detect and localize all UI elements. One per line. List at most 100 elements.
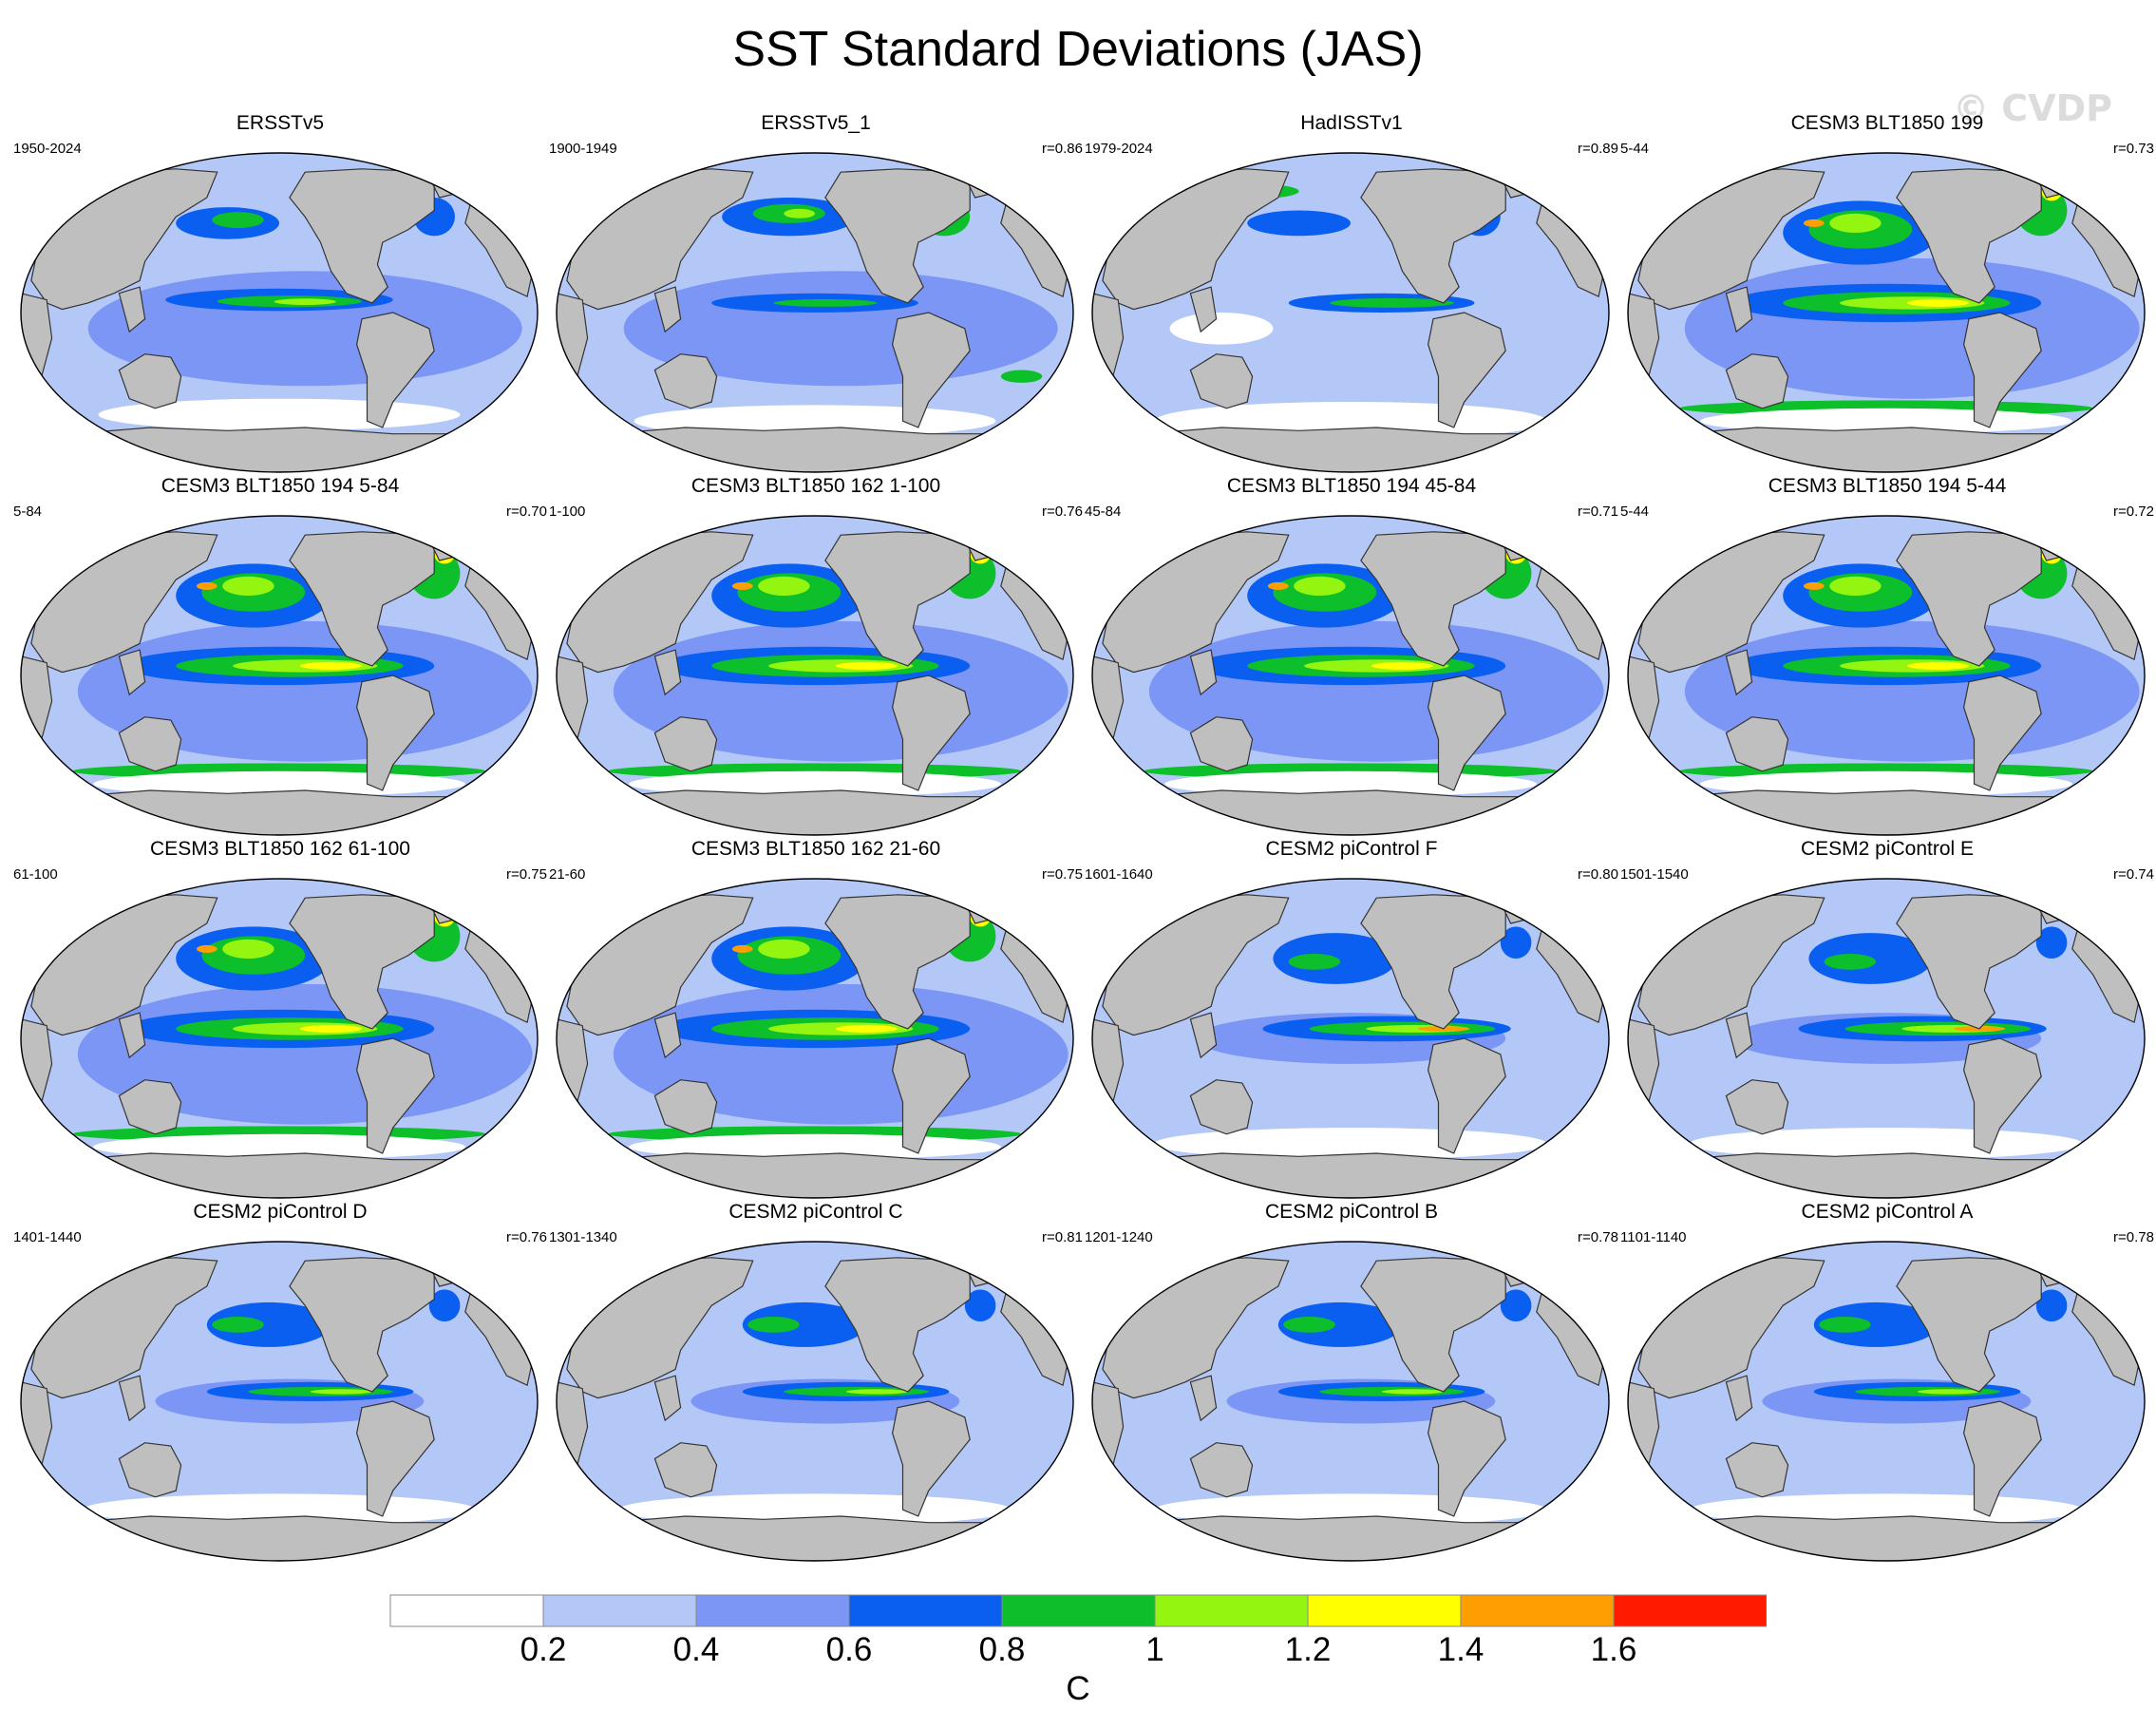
sst-contour-region: [212, 212, 264, 228]
colorbar-swatch: [695, 1594, 850, 1627]
panel-period-label: 1601-1640: [1085, 866, 1153, 883]
panel-correlation-label: r=0.72: [2113, 504, 2154, 520]
map-panel: CESM2 piControl C 1301-1340 r=0.81: [549, 1201, 1083, 1600]
map-panel: CESM3 BLT1850 194 45-84 45-84 r=0.71: [1085, 475, 1618, 874]
land-southamerica: [355, 674, 435, 791]
sst-map: [20, 515, 539, 836]
sst-map: [556, 878, 1074, 1199]
panel-period-label: 1900-1949: [549, 141, 617, 157]
figure-title: SST Standard Deviations (JAS): [732, 22, 1424, 77]
panel-period-label: 45-84: [1085, 504, 1122, 520]
sst-contour-region: [196, 581, 217, 590]
map-panel: CESM2 piControl B 1201-1240 r=0.78: [1085, 1201, 1618, 1600]
panel-correlation-label: r=0.71: [1578, 504, 1618, 520]
map-panel: ERSSTv5_1 1900-1949 r=0.86: [549, 112, 1083, 511]
sst-map: [20, 152, 539, 473]
land-southamerica: [891, 674, 971, 791]
panel-correlation-label: r=0.70: [506, 504, 547, 520]
land-australia: [1189, 353, 1254, 409]
sst-contour-region: [1906, 661, 1969, 670]
map-outline: [1091, 515, 1610, 836]
sst-contour-region: [758, 939, 810, 959]
sst-contour-region: [1803, 218, 1825, 227]
panel-correlation-label: r=0.80: [1578, 866, 1618, 883]
sst-contour-region: [1500, 1289, 1532, 1321]
sst-contour-region: [1824, 954, 1877, 970]
colorbar-tick: 1: [1145, 1631, 1164, 1668]
sst-map: [1091, 152, 1610, 473]
land-antarctica: [596, 427, 1033, 472]
panel-title: CESM3 BLT1850 162 1-100: [690, 475, 941, 497]
sst-contour-region: [784, 208, 815, 218]
map-panel: CESM2 piControl D 1401-1440 r=0.76: [13, 1201, 547, 1600]
sst-contour-region: [222, 576, 274, 596]
colorbar-tick: 1.4: [1437, 1631, 1485, 1668]
sst-contour-region: [742, 1302, 867, 1347]
land-southamerica: [1427, 1400, 1506, 1517]
land-antarctica: [61, 1152, 498, 1198]
sst-map: [556, 152, 1074, 473]
land-southamerica: [355, 312, 435, 428]
land-australia: [1725, 716, 1789, 772]
panel-title: CESM2 piControl C: [728, 1201, 903, 1223]
colorbar-tick: 0.6: [825, 1631, 873, 1668]
land-australia: [118, 716, 182, 772]
land-antarctica: [61, 789, 498, 835]
land-australia: [653, 353, 718, 409]
map-outline: [556, 1241, 1074, 1562]
land-antarctica: [1132, 1152, 1569, 1198]
colorbar-swatch: [1001, 1594, 1156, 1627]
land-indochina: [653, 286, 682, 333]
land-southamerica: [1427, 1037, 1506, 1154]
colorbar-swatch: [1154, 1594, 1309, 1627]
colorbar-swatch: [1613, 1594, 1767, 1627]
sst-map: [1091, 515, 1610, 836]
land-southamerica: [1427, 674, 1506, 791]
land-southamerica: [1962, 312, 2042, 428]
panel-correlation-label: r=0.86: [1042, 141, 1083, 157]
sst-contour-region: [1000, 370, 1043, 383]
land-indochina: [1725, 286, 1753, 333]
sst-contour-region: [310, 1389, 372, 1395]
sst-contour-region: [1294, 576, 1346, 596]
land-australia: [118, 1442, 182, 1498]
sst-map: [1627, 878, 2146, 1199]
sst-contour-region: [274, 298, 336, 305]
panel-title: ERSSTv5_1: [761, 112, 871, 134]
sst-contour-region: [299, 1024, 362, 1033]
map-panel: CESM3 BLT1850 194 5-84 5-84 r=0.70: [13, 475, 547, 874]
sst-map: [556, 1241, 1074, 1562]
sst-contour-region: [1381, 1389, 1444, 1395]
sst-map: [1627, 1241, 2146, 1562]
land-southamerica: [1962, 674, 2042, 791]
land-australia: [118, 353, 182, 409]
colorbar-swatch: [848, 1594, 1003, 1627]
land-indochina: [118, 649, 146, 696]
land-antarctica: [1668, 1152, 2105, 1198]
map-panel: CESM3 BLT1850 162 21-60 21-60 r=0.75: [549, 838, 1083, 1237]
land-indochina: [1189, 1375, 1218, 1422]
land-antarctica: [596, 1515, 1033, 1561]
land-southamerica: [891, 1037, 971, 1154]
panel-title: ERSSTv5: [236, 112, 325, 134]
land-australia: [653, 1442, 718, 1498]
panel-title: HadISSTv1: [1300, 112, 1403, 134]
sst-map: [20, 878, 539, 1199]
sst-contour-region: [428, 1289, 461, 1321]
sst-contour-region: [222, 939, 274, 959]
sst-contour-region: [1813, 1302, 1939, 1347]
sst-contour-region: [1803, 581, 1825, 590]
sst-contour-region: [1330, 297, 1454, 308]
sst-contour-region: [835, 661, 898, 670]
panel-period-label: 1101-1140: [1620, 1229, 1687, 1245]
sst-contour-region: [1917, 1389, 1979, 1395]
land-australia: [1189, 1442, 1254, 1498]
panel-correlation-label: r=0.76: [1042, 504, 1083, 520]
land-antarctica: [1132, 427, 1569, 472]
panel-title: CESM3 BLT1850 194 45-84: [1226, 475, 1477, 497]
land-indochina: [1189, 649, 1218, 696]
land-australia: [1725, 1442, 1789, 1498]
sst-contour-region: [1906, 298, 1969, 307]
colorbar-unit-label: C: [1066, 1670, 1090, 1707]
sst-contour-region: [206, 1302, 331, 1347]
